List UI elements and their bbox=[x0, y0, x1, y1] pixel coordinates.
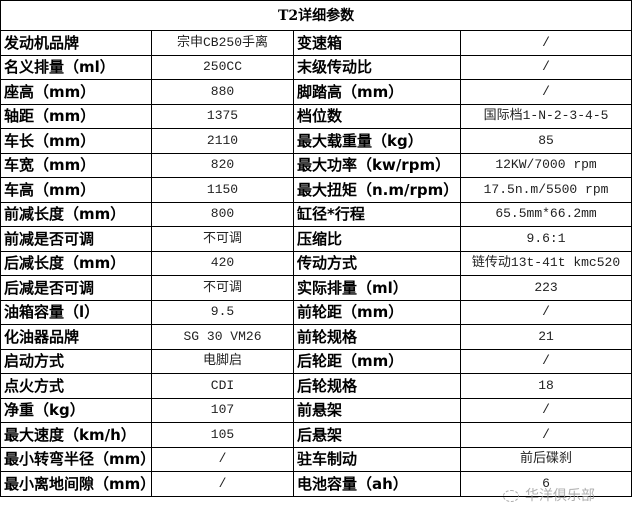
table-row: 最小离地间隙（mm） / 电池容量（ah） 6 bbox=[0, 471, 632, 497]
spec-label: 车宽（mm） bbox=[0, 152, 152, 178]
spec-label: 最大载重量（kg） bbox=[293, 128, 461, 154]
spec-value: 9.6:1 bbox=[459, 226, 632, 252]
table-row: 化油器品牌 SG 30 VM26 前轮规格 21 bbox=[0, 324, 632, 350]
table-row: 车长（mm） 2110 最大载重量（kg） 85 bbox=[0, 128, 632, 154]
table-row: 点火方式 CDI 后轮规格 18 bbox=[0, 373, 632, 399]
spec-value: 宗申CB250手离 bbox=[151, 30, 294, 56]
spec-table: T2详细参数 发动机品牌 宗申CB250手离 变速箱 / 名义排量（ml） 250CC 末级… bbox=[0, 0, 632, 497]
table-row: 发动机品牌 宗申CB250手离 变速箱 / bbox=[0, 30, 632, 56]
spec-value: / bbox=[459, 54, 632, 80]
spec-value: 不可调 bbox=[151, 226, 294, 252]
spec-label: 缸径*行程 bbox=[293, 201, 461, 227]
spec-value: 223 bbox=[459, 275, 632, 301]
table-row: 最大速度（km/h） 105 后悬架 / bbox=[0, 422, 632, 448]
spec-label: 脚踏高（mm） bbox=[293, 79, 461, 105]
spec-label: 净重（kg） bbox=[0, 397, 152, 423]
table-title: T2详细参数 bbox=[0, 0, 632, 31]
spec-label: 车高（mm） bbox=[0, 177, 152, 203]
spec-value: 250CC bbox=[151, 54, 294, 80]
spec-label: 启动方式 bbox=[0, 348, 152, 374]
spec-label: 前减长度（mm） bbox=[0, 201, 152, 227]
spec-label: 化油器品牌 bbox=[0, 324, 152, 350]
table-row: 名义排量（ml） 250CC 末级传动比 / bbox=[0, 54, 632, 80]
table-row: 净重（kg） 107 前悬架 / bbox=[0, 397, 632, 423]
spec-label: 最大功率（kw/rpm） bbox=[293, 152, 461, 178]
spec-value: / bbox=[151, 446, 294, 472]
spec-label: 车长（mm） bbox=[0, 128, 152, 154]
spec-label: 前轮距（mm） bbox=[293, 299, 461, 325]
spec-label: 实际排量（ml） bbox=[293, 275, 461, 301]
spec-label: 最大速度（km/h） bbox=[0, 422, 152, 448]
spec-label: 最小离地间隙（mm） bbox=[0, 471, 152, 497]
spec-value: 105 bbox=[151, 422, 294, 448]
spec-value: 6 bbox=[459, 471, 632, 497]
spec-value: / bbox=[459, 299, 632, 325]
spec-value: 1150 bbox=[151, 177, 294, 203]
spec-label: 变速箱 bbox=[293, 30, 461, 56]
spec-value: 17.5n.m/5500 rpm bbox=[459, 177, 632, 203]
table-row: 启动方式 电脚启 后轮距（mm） / bbox=[0, 348, 632, 374]
spec-label: 前轮规格 bbox=[293, 324, 461, 350]
spec-label: 最小转弯半径（mm） bbox=[0, 446, 152, 472]
table-row: 前减是否可调 不可调 压缩比 9.6:1 bbox=[0, 226, 632, 252]
spec-label: 轴距（mm） bbox=[0, 103, 152, 129]
table-row: 车宽（mm） 820 最大功率（kw/rpm） 12KW/7000 rpm bbox=[0, 152, 632, 178]
table-row: 最小转弯半径（mm） / 驻车制动 前后碟刹 bbox=[0, 446, 632, 472]
spec-value: 21 bbox=[459, 324, 632, 350]
spec-value: 820 bbox=[151, 152, 294, 178]
spec-value: 107 bbox=[151, 397, 294, 423]
table-row: 后减是否可调 不可调 实际排量（ml） 223 bbox=[0, 275, 632, 301]
spec-value: / bbox=[459, 422, 632, 448]
spec-label: 前悬架 bbox=[293, 397, 461, 423]
spec-value: SG 30 VM26 bbox=[151, 324, 294, 350]
spec-value: 链传动13t-41t kmc520 bbox=[459, 250, 632, 276]
spec-label: 名义排量（ml） bbox=[0, 54, 152, 80]
spec-value: / bbox=[459, 30, 632, 56]
spec-label: 电池容量（ah） bbox=[293, 471, 461, 497]
spec-label: 末级传动比 bbox=[293, 54, 461, 80]
spec-value: / bbox=[459, 397, 632, 423]
spec-value: 85 bbox=[459, 128, 632, 154]
spec-value: 2110 bbox=[151, 128, 294, 154]
spec-label: 驻车制动 bbox=[293, 446, 461, 472]
spec-label: 后轮规格 bbox=[293, 373, 461, 399]
spec-value: 电脚启 bbox=[151, 348, 294, 374]
spec-label: 发动机品牌 bbox=[0, 30, 152, 56]
spec-value: / bbox=[459, 348, 632, 374]
spec-value: 800 bbox=[151, 201, 294, 227]
spec-value: 国际档1-N-2-3-4-5 bbox=[459, 103, 632, 129]
spec-label: 座高（mm） bbox=[0, 79, 152, 105]
spec-value: 65.5mm*66.2mm bbox=[459, 201, 632, 227]
spec-value: 不可调 bbox=[151, 275, 294, 301]
table-row: 轴距（mm） 1375 档位数 国际档1-N-2-3-4-5 bbox=[0, 103, 632, 129]
spec-label: 传动方式 bbox=[293, 250, 461, 276]
spec-label: 点火方式 bbox=[0, 373, 152, 399]
spec-label: 最大扭矩（n.m/rpm） bbox=[293, 177, 461, 203]
spec-label: 后悬架 bbox=[293, 422, 461, 448]
spec-label: 档位数 bbox=[293, 103, 461, 129]
table-row: 座高（mm） 880 脚踏高（mm） / bbox=[0, 79, 632, 105]
spec-label: 前减是否可调 bbox=[0, 226, 152, 252]
spec-value: 880 bbox=[151, 79, 294, 105]
table-row: 前减长度（mm） 800 缸径*行程 65.5mm*66.2mm bbox=[0, 201, 632, 227]
table-row: 车高（mm） 1150 最大扭矩（n.m/rpm） 17.5n.m/5500 rpm bbox=[0, 177, 632, 203]
spec-value: 1375 bbox=[151, 103, 294, 129]
spec-value: 9.5 bbox=[151, 299, 294, 325]
spec-value: 18 bbox=[459, 373, 632, 399]
spec-value: / bbox=[151, 471, 294, 497]
spec-label: 后减长度（mm） bbox=[0, 250, 152, 276]
spec-label: 压缩比 bbox=[293, 226, 461, 252]
spec-label: 后轮距（mm） bbox=[293, 348, 461, 374]
spec-value: 12KW/7000 rpm bbox=[459, 152, 632, 178]
table-row: 后减长度（mm） 420 传动方式 链传动13t-41t kmc520 bbox=[0, 250, 632, 276]
spec-value: / bbox=[459, 79, 632, 105]
spec-value: CDI bbox=[151, 373, 294, 399]
table-row: 油箱容量（l） 9.5 前轮距（mm） / bbox=[0, 299, 632, 325]
spec-value: 前后碟刹 bbox=[459, 446, 632, 472]
spec-label: 油箱容量（l） bbox=[0, 299, 152, 325]
title-row: T2详细参数 bbox=[0, 0, 632, 31]
spec-label: 后减是否可调 bbox=[0, 275, 152, 301]
spec-value: 420 bbox=[151, 250, 294, 276]
